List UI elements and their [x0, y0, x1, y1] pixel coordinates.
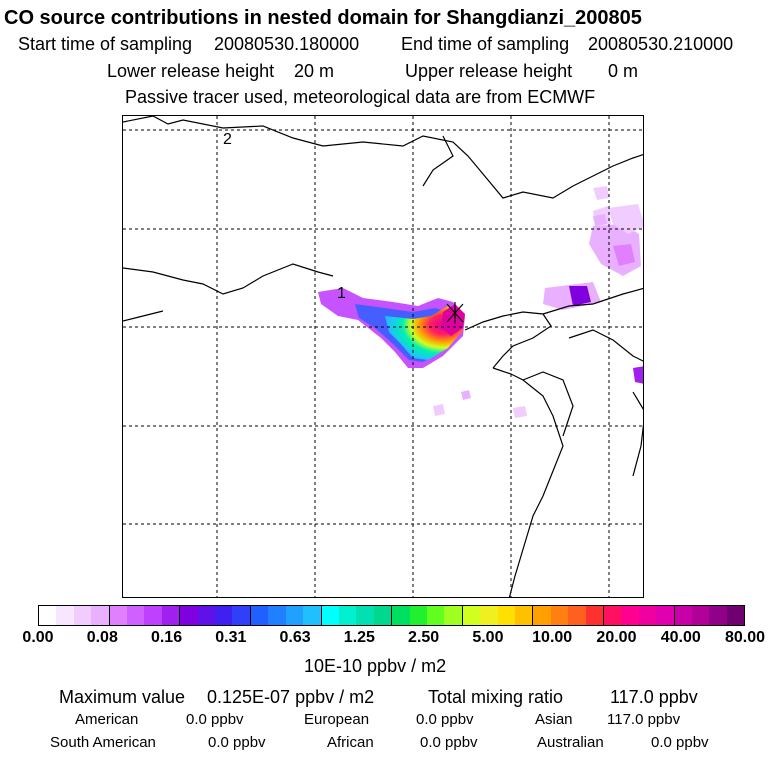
colorbar-swatch — [392, 606, 410, 625]
coastlines — [123, 116, 643, 597]
patch-far-east — [593, 186, 609, 200]
colorbar-swatch — [638, 606, 657, 625]
colorbar-swatch — [674, 606, 693, 625]
colorbar-tick-label: 20.00 — [596, 629, 637, 646]
map-canvas: 2 1 — [123, 116, 643, 597]
colorbar-swatch — [550, 606, 569, 625]
colorbar-swatch — [303, 606, 322, 625]
colorbar-swatch — [409, 606, 427, 625]
colorbar-tick-label: 10.00 — [532, 629, 573, 646]
colorbar-swatch — [215, 606, 233, 625]
map-panel: 2 1 — [122, 115, 644, 598]
region-name: American — [75, 711, 139, 728]
upper-release-value: 0 m — [608, 61, 639, 81]
patch-s-2 — [433, 404, 445, 416]
colorbar-swatch — [356, 606, 374, 625]
region-value: 0.0 ppbv — [651, 734, 709, 751]
colorbar-swatch — [585, 606, 604, 625]
region-value: 117.0 ppbv — [607, 711, 681, 728]
region-value: 0.0 ppbv — [420, 734, 478, 751]
region-name: Australian — [537, 734, 604, 751]
colorbar — [38, 605, 745, 626]
colorbar-swatch — [514, 606, 534, 625]
colorbar-swatch — [180, 606, 198, 625]
start-time-label: Start time of sampling — [18, 34, 193, 54]
plume-peak — [441, 304, 465, 336]
grid-label-2: 2 — [223, 131, 232, 148]
colorbar-swatch — [568, 606, 586, 625]
colorbar-swatch — [161, 606, 181, 625]
colorbar-swatch — [268, 606, 286, 625]
colorbar-tick-label: 80.00 — [724, 629, 766, 646]
grid-label-1: 1 — [337, 285, 346, 302]
colorbar-swatch — [604, 606, 622, 625]
receptor-marker-icon — [446, 302, 464, 324]
colorbar-tick-label: 40.00 — [660, 629, 701, 646]
end-time-label: End time of sampling — [401, 34, 570, 54]
colorbar-tick-label: 0.31 — [215, 629, 247, 646]
colorbar-tick-label: 0.16 — [150, 629, 183, 646]
region-name: African — [327, 734, 374, 751]
colorbar-swatch — [321, 606, 339, 625]
colorbar-tick-label: 5.00 — [472, 629, 504, 646]
colorbar-swatch — [197, 606, 216, 625]
region-value: 0.0 ppbv — [186, 711, 244, 728]
end-time-value: 20080530.210000 — [588, 34, 734, 54]
colorbar-swatch — [285, 606, 304, 625]
colorbar-swatch — [462, 606, 481, 625]
colorbar-swatch — [39, 606, 57, 625]
max-value: 0.125E-07 ppbv / m2 — [207, 687, 375, 707]
region-name: European — [304, 711, 370, 728]
colorbar-swatch — [497, 606, 515, 625]
map-title: CO source contributions in nested domain… — [4, 7, 642, 29]
colorbar-tick-label: 0.00 — [22, 629, 54, 646]
lower-release-label: Lower release height — [107, 61, 275, 81]
patch-top — [593, 214, 607, 226]
colorbar-swatch — [533, 606, 551, 625]
region-value: 0.0 ppbv — [416, 711, 474, 728]
colorbar-swatch — [91, 606, 110, 625]
colorbar-swatch — [426, 606, 445, 625]
upper-release-label: Upper release height — [405, 61, 573, 81]
total-mixing-label: Total mixing ratio — [428, 687, 564, 707]
start-time-value: 20080530.180000 — [214, 34, 360, 54]
region-name: Asian — [535, 711, 573, 728]
colorbar-swatch — [373, 606, 393, 625]
patch-ne-2 — [608, 204, 643, 234]
colorbar-unit: 10E-10 ppbv / m2 — [304, 656, 447, 676]
colorbar-swatch — [144, 606, 162, 625]
region-value: 0.0 ppbv — [208, 734, 266, 751]
region-name: South American — [50, 734, 156, 751]
grid-lines — [123, 116, 643, 597]
colorbar-swatch — [232, 606, 251, 625]
patch-mid-2 — [569, 286, 591, 306]
colorbar-swatch — [692, 606, 710, 625]
total-mixing-value: 117.0 ppbv — [610, 687, 698, 707]
colorbar-swatch — [250, 606, 269, 625]
tracer-note: Passive tracer used, meteorological data… — [125, 87, 596, 107]
lower-release-value: 20 m — [294, 61, 335, 81]
colorbar-swatch — [56, 606, 74, 625]
colorbar-tick-label: 2.50 — [408, 629, 440, 646]
colorbar-swatch — [656, 606, 675, 625]
colorbar-tick-label: 0.08 — [86, 629, 118, 646]
max-value-label: Maximum value — [59, 687, 186, 707]
colorbar-swatch — [726, 606, 745, 625]
colorbar-swatch — [127, 606, 145, 625]
colorbar-swatch — [73, 606, 92, 625]
patch-s-3 — [461, 390, 471, 400]
patch-east — [633, 366, 643, 384]
colorbar-tick-label: 1.25 — [343, 629, 375, 646]
patch-s-1 — [513, 406, 527, 418]
colorbar-tick-label: 0.63 — [279, 629, 311, 646]
colorbar-swatch — [444, 606, 463, 625]
colorbar-swatch — [338, 606, 357, 625]
colorbar-swatch — [109, 606, 128, 625]
patch-ne-3 — [613, 244, 635, 266]
colorbar-swatch — [480, 606, 498, 625]
colorbar-swatch — [621, 606, 639, 625]
colorbar-swatch — [709, 606, 727, 625]
